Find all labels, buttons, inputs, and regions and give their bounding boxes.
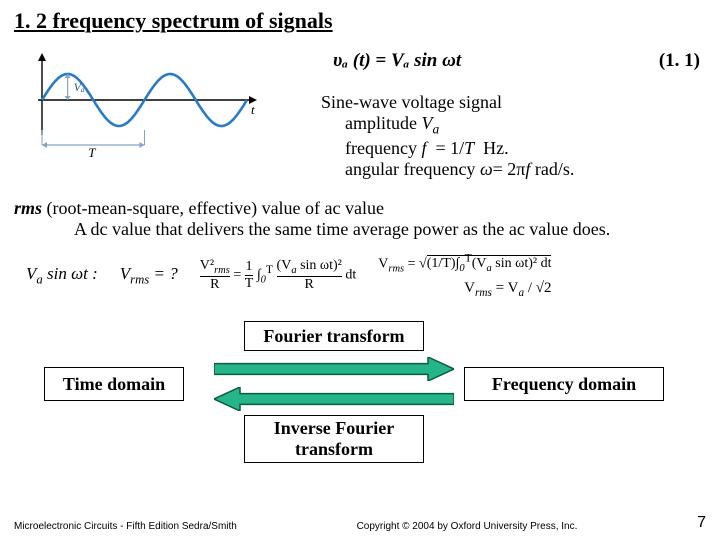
equation-number: (1. 1) <box>659 50 700 72</box>
footer-left: Microelectronic Circuits - Fifth Edition… <box>14 521 237 532</box>
footer: Microelectronic Circuits - Fifth Edition… <box>14 514 706 532</box>
rms-line1-rest: (root-mean-square, effective) value of a… <box>42 198 384 218</box>
desc-amplitude: amplitude Va <box>273 113 706 138</box>
svg-text:Vₐ: Vₐ <box>74 80 85 94</box>
arrow-right-icon <box>214 357 454 381</box>
rms-line2: A dc value that delivers the same time a… <box>14 219 706 240</box>
rms-abbrev: rms <box>14 198 42 218</box>
main-equation-row: υₐ (t) = Vₐ sin ωt (1. 1) <box>273 50 706 72</box>
frequency-domain-box: Frequency domain <box>464 367 664 401</box>
footer-page: 7 <box>697 514 706 532</box>
fourier-diagram: Fourier transform Time domain Frequency … <box>14 321 706 451</box>
time-domain-box: Time domain <box>44 367 184 401</box>
arrow-left-icon <box>214 387 454 411</box>
rms-eq-input: Va sin ωt : <box>26 264 98 287</box>
rms-block: rms (root-mean-square, effective) value … <box>14 198 706 240</box>
top-row: Vₐ Tt υₐ (t) = Vₐ sin ωt (1. 1) Sine-wave… <box>14 48 706 180</box>
section-heading: 1. 2 frequency spectrum of signals <box>14 8 706 34</box>
footer-center: Copyright © 2004 by Oxford University Pr… <box>357 521 578 532</box>
rms-eq-integral-voltage: Vrms = √(1/T)∫0T(Va sin ωt)² dt Vrms = V… <box>378 252 551 299</box>
svg-text:t: t <box>251 102 255 117</box>
sine-wave-graph: Vₐ Tt <box>14 48 269 165</box>
rms-eq-question: Vrms = ? <box>120 264 178 287</box>
rms-eq-integral-power: V²rmsR = 1T ∫0T (Va sin ωt)²R dt <box>200 258 357 293</box>
inverse-fourier-box: Inverse Fourier transform <box>244 415 424 463</box>
main-equation: υₐ (t) = Vₐ sin ωt <box>273 50 461 72</box>
rms-derivation-row: Va sin ωt : Vrms = ? V²rmsR = 1T ∫0T (Va… <box>14 252 706 299</box>
rms-line1: rms (root-mean-square, effective) value … <box>14 198 706 219</box>
desc-angular: angular frequency ω= 2πf rad/s. <box>273 159 706 180</box>
desc-title: Sine-wave voltage signal <box>273 92 706 113</box>
fourier-transform-box: Fourier transform <box>244 321 424 351</box>
signal-description: Sine-wave voltage signal amplitude Va fr… <box>273 92 706 180</box>
equation-column: υₐ (t) = Vₐ sin ωt (1. 1) Sine-wave volt… <box>273 48 706 180</box>
svg-text:T: T <box>88 145 96 160</box>
desc-frequency: frequency f = 1/T Hz. <box>273 138 706 159</box>
